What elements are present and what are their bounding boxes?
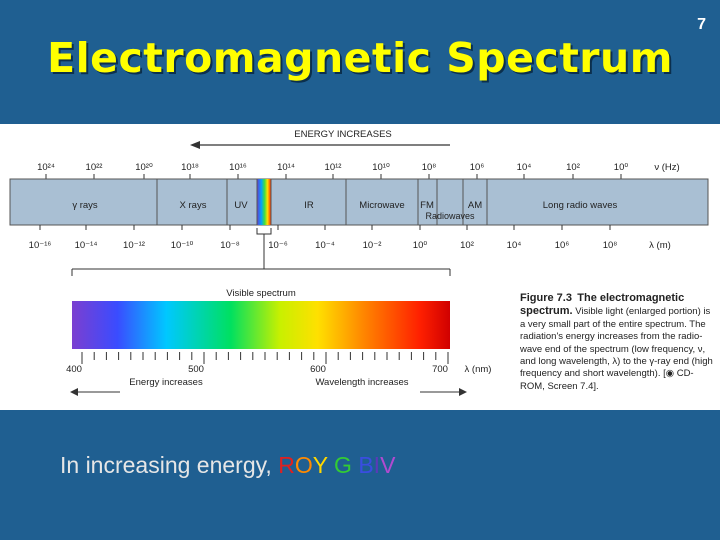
freq-tick-label: 10²	[566, 162, 580, 173]
wave-tick-label: 10⁸	[603, 240, 618, 251]
visible-spectrum-gradient	[72, 301, 450, 349]
freq-tick-label: 10²²	[86, 162, 103, 173]
cd-icon: ◉	[665, 368, 675, 380]
roygbiv-letter: R	[278, 452, 295, 478]
figure-title: The electromagnetic spectrum.	[520, 292, 685, 318]
wave-tick-label: 10⁻¹²	[123, 240, 145, 251]
wave-tick-label: 10⁻⁸	[220, 240, 240, 251]
wave-tick-label: 10⁻⁶	[268, 240, 288, 251]
frequency-ticks: 10²⁴ 10²² 10²⁰ 10¹⁸ 10¹⁶ 10¹⁴ 10¹² 10¹⁰ 10⁸ 10⁶ 10…	[37, 162, 628, 179]
visible-tick-label: 400	[66, 364, 82, 375]
spectrum-diagram: ENERGY INCREASES 10²⁴ 10²² 10²⁰ 10¹⁸ 10¹⁶ 10¹…	[9, 129, 709, 396]
roygbiv-letter: G	[334, 452, 352, 478]
spectrum-band	[9, 178, 709, 226]
wavelength-unit: λ (m)	[649, 240, 671, 251]
wave-tick-label: 10⁻¹⁴	[75, 240, 98, 251]
region-label: γ rays	[72, 200, 98, 211]
freq-tick-label: 10²⁰	[135, 162, 153, 173]
freq-tick-label: 10¹²	[325, 162, 342, 173]
freq-tick-label: 10¹⁸	[181, 162, 199, 173]
wavelength-ticks: 10⁻¹⁶ 10⁻¹⁴ 10⁻¹² 10⁻¹⁰ 10⁻⁸ 10⁻⁶ 10⁻⁴ 10⁻² 10⁰ 1…	[29, 225, 618, 251]
figure-label: Figure 7.3	[520, 292, 572, 304]
freq-tick-label: 10⁶	[470, 162, 485, 173]
roygbiv-letters: ROY G BIV	[278, 452, 395, 478]
region-labels: γ rays X rays UV IR Microwave FM AM Long radio …	[72, 200, 617, 211]
region-label: Long radio waves	[543, 200, 618, 211]
slide-number: 7	[697, 16, 706, 33]
wave-tick-label: 10²	[460, 240, 474, 251]
roygbiv-letter: V	[380, 452, 396, 478]
freq-tick-label: 10⁴	[517, 162, 532, 173]
wave-tick-label: 10⁴	[507, 240, 522, 251]
region-dividers	[156, 179, 488, 225]
figure-ref: CD-ROM, Screen 7.4].	[520, 368, 694, 392]
freq-tick-label: 10⁰	[614, 162, 629, 173]
region-label: AM	[468, 200, 482, 211]
freq-tick-label: 10¹⁰	[372, 162, 390, 173]
visible-ticks: 400 500 600 700	[66, 352, 449, 375]
region-label: UV	[234, 200, 248, 211]
spectrum-figure: ENERGY INCREASES 10²⁴ 10²² 10²⁰ 10¹⁸ 10¹⁶ 10¹…	[0, 124, 720, 410]
roygbiv-letter: B	[358, 452, 374, 478]
roygbiv-letter: Y	[312, 452, 328, 478]
wave-tick-label: 10⁻¹⁰	[171, 240, 194, 251]
visible-tick-label: 700	[432, 364, 448, 375]
wave-tick-label: 10⁰	[413, 240, 428, 251]
visible-spectrum-label: Visible spectrum	[226, 288, 296, 299]
visible-tick-label: 500	[188, 364, 204, 375]
wave-tick-label: 10⁻⁴	[315, 240, 335, 251]
wave-tick-label: 10⁻¹⁶	[29, 240, 52, 251]
freq-tick-label: 10¹⁶	[229, 162, 247, 173]
visible-tick-label: 600	[310, 364, 326, 375]
energy-increases-bottom: Energy increases	[129, 377, 203, 388]
radiowaves-label: Radiowaves	[425, 211, 475, 221]
wave-tick-label: 10⁻²	[363, 240, 382, 251]
wave-tick-label: 10⁶	[555, 240, 570, 251]
roygbiv-letter: I	[373, 452, 381, 478]
frequency-unit: ν (Hz)	[654, 162, 679, 173]
freq-tick-label: 10⁸	[422, 162, 437, 173]
region-label: IR	[304, 200, 314, 211]
freq-tick-label: 10¹⁴	[277, 162, 295, 173]
region-label: X rays	[180, 200, 207, 211]
region-label: FM	[420, 200, 434, 211]
roygbiv-letter: O	[294, 452, 313, 478]
visible-band-narrow	[257, 179, 271, 225]
energy-arrow-head	[190, 141, 200, 149]
region-label: Microwave	[359, 200, 404, 211]
figure-body: Visible light (enlarged portion) is a ve…	[520, 306, 713, 380]
figure-caption: Figure 7.3 The electromagnetic spectrum.…	[520, 292, 715, 393]
caption-text: In increasing energy,	[60, 452, 279, 478]
freq-tick-label: 10²⁴	[37, 162, 55, 173]
energy-increases-label: ENERGY INCREASES	[294, 129, 392, 140]
rainbow-caption: In increasing energy, ROY G BIV	[60, 452, 395, 479]
slide-title: Electromagnetic Spectrum	[47, 34, 673, 82]
wavelength-increases-bottom: Wavelength increases	[315, 377, 408, 388]
visible-unit: λ (nm)	[465, 364, 492, 375]
